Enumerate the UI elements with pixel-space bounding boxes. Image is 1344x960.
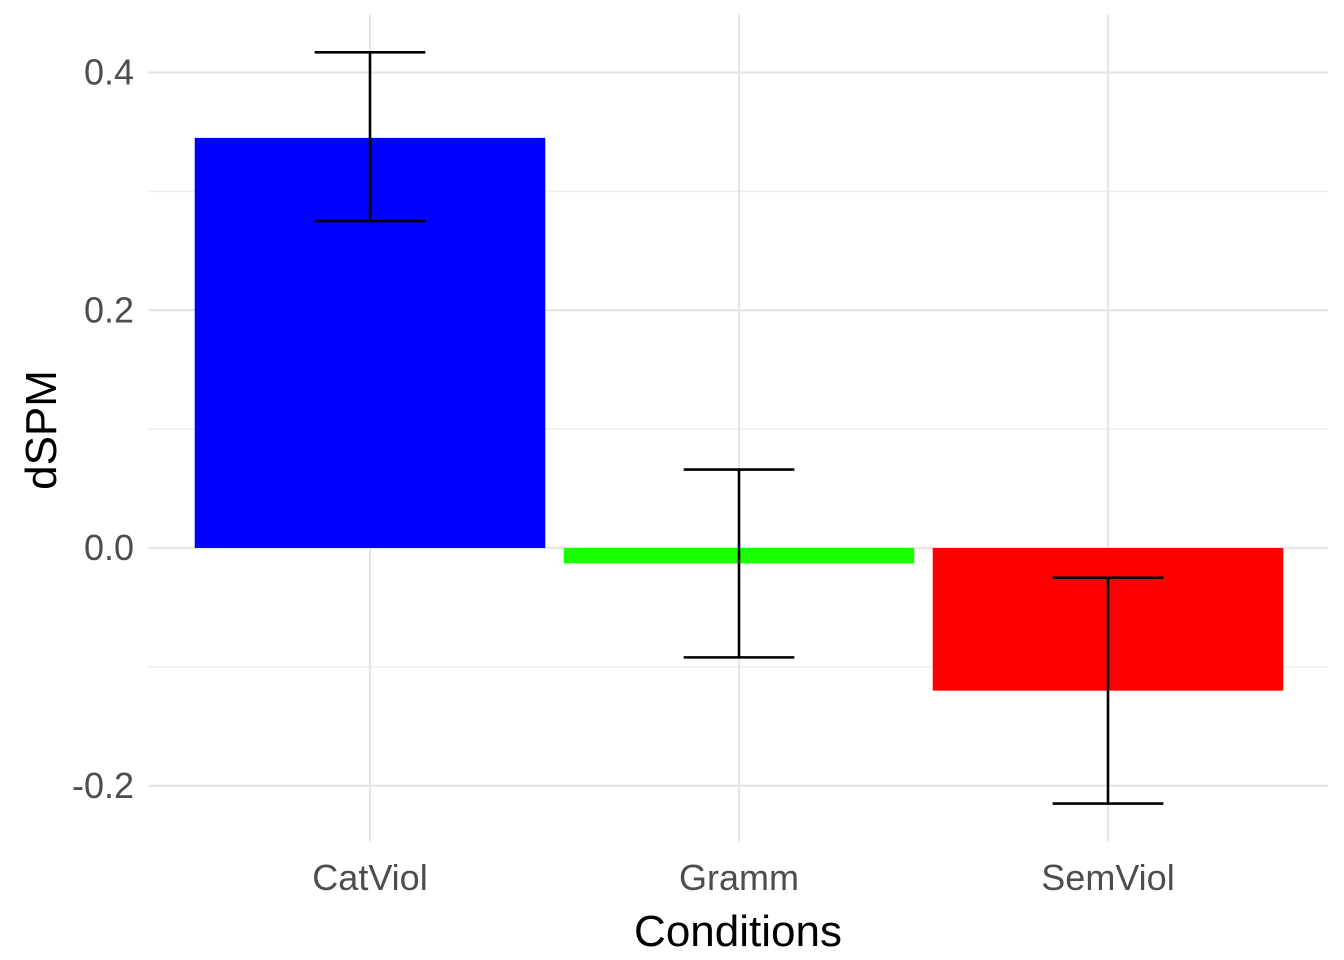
y-tick-label: -0.2: [72, 765, 134, 806]
error-bar-catviol: [314, 50, 426, 223]
y-axis-ticks: -0.2 0.0 0.2 0.4: [72, 52, 134, 806]
y-tick-label: 0.2: [84, 289, 134, 330]
x-axis-title: Conditions: [634, 907, 842, 956]
y-tick-label: 0.4: [84, 52, 134, 93]
error-bars: [314, 50, 1164, 805]
x-tick-label: CatViol: [312, 857, 427, 898]
x-tick-label: Gramm: [679, 857, 799, 898]
x-tick-label: SemViol: [1041, 857, 1174, 898]
error-bar-semviol: [1052, 576, 1164, 805]
error-bar-gramm: [683, 468, 795, 659]
y-axis-title: dSPM: [17, 370, 66, 490]
y-tick-label: 0.0: [84, 527, 134, 568]
x-axis-ticks: CatViol Gramm SemViol: [312, 857, 1174, 898]
